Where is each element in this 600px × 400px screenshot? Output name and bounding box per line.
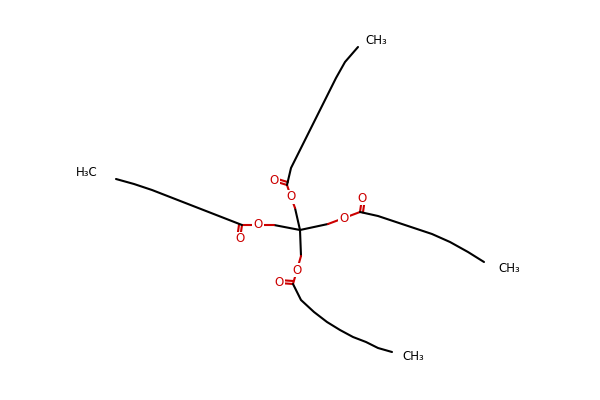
- Text: O: O: [269, 174, 278, 188]
- Text: O: O: [292, 264, 302, 276]
- Text: H₃C: H₃C: [76, 166, 98, 178]
- Text: O: O: [235, 232, 245, 246]
- Text: CH₃: CH₃: [498, 262, 520, 274]
- Text: O: O: [253, 218, 263, 232]
- Text: CH₃: CH₃: [402, 350, 424, 362]
- Text: CH₃: CH₃: [365, 34, 387, 46]
- Text: O: O: [274, 276, 284, 290]
- Text: O: O: [286, 190, 296, 204]
- Text: O: O: [340, 212, 349, 224]
- Text: O: O: [358, 192, 367, 204]
